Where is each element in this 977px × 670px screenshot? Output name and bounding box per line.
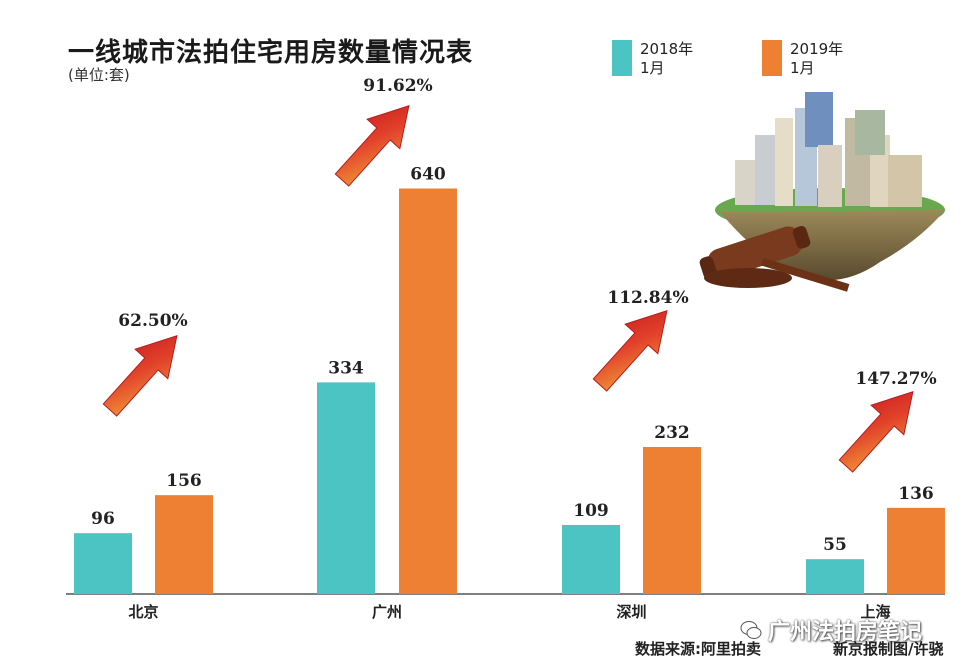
data-source: 数据来源:阿里拍卖 — [635, 640, 761, 658]
wechat-icon — [740, 621, 762, 639]
legend-label-2018: 2018年 1月 — [640, 40, 694, 77]
growth-label: 147.27% — [855, 369, 936, 389]
growth-arrow-1 — [334, 104, 410, 187]
chart-title: 一线城市法拍住宅用房数量情况表 — [68, 38, 474, 68]
bar-2018-2 — [562, 524, 620, 594]
bar-2019-1 — [399, 188, 457, 594]
bar-2018-3 — [806, 559, 864, 594]
bar-2018-0 — [74, 533, 132, 594]
legend-item-2018: 2018年 1月 — [612, 40, 693, 78]
chart-credit: 新京报制图/许骁 — [833, 640, 944, 658]
legend-swatch-2019 — [762, 40, 782, 76]
value-label: 156 — [166, 471, 202, 491]
watermark-text: 广州法拍房笔记 — [768, 620, 923, 645]
growth-arrow-3 — [838, 390, 914, 473]
bar-2019-0 — [155, 495, 213, 594]
value-label: 136 — [898, 484, 934, 504]
value-label: 232 — [654, 423, 690, 443]
value-label: 96 — [91, 509, 115, 529]
bar-2019-2 — [643, 447, 701, 594]
category-label: 深圳 — [616, 603, 646, 621]
unit-label: (单位:套) — [68, 66, 130, 84]
growth-label: 62.50% — [118, 311, 187, 331]
legend-item-2019: 2019年 1月 — [762, 40, 843, 78]
category-label: 广州 — [372, 603, 402, 621]
value-label: 640 — [410, 165, 446, 185]
bar-2018-1 — [317, 382, 375, 594]
watermark: 广州法拍房笔记 — [740, 614, 922, 646]
growth-arrow-2 — [592, 309, 668, 392]
growth-label: 91.62% — [363, 76, 432, 96]
city-gavel-illustration — [699, 92, 945, 292]
value-label: 334 — [328, 358, 364, 378]
category-label: 北京 — [128, 603, 158, 621]
growth-arrow-0 — [102, 334, 178, 417]
growth-label: 112.84% — [607, 288, 688, 308]
bar-2019-3 — [887, 507, 945, 594]
category-label: 上海 — [860, 603, 890, 621]
legend-label-2019: 2019年 1月 — [790, 40, 844, 77]
legend-swatch-2018 — [612, 40, 632, 76]
value-label: 55 — [823, 535, 847, 555]
value-label: 109 — [573, 501, 609, 521]
